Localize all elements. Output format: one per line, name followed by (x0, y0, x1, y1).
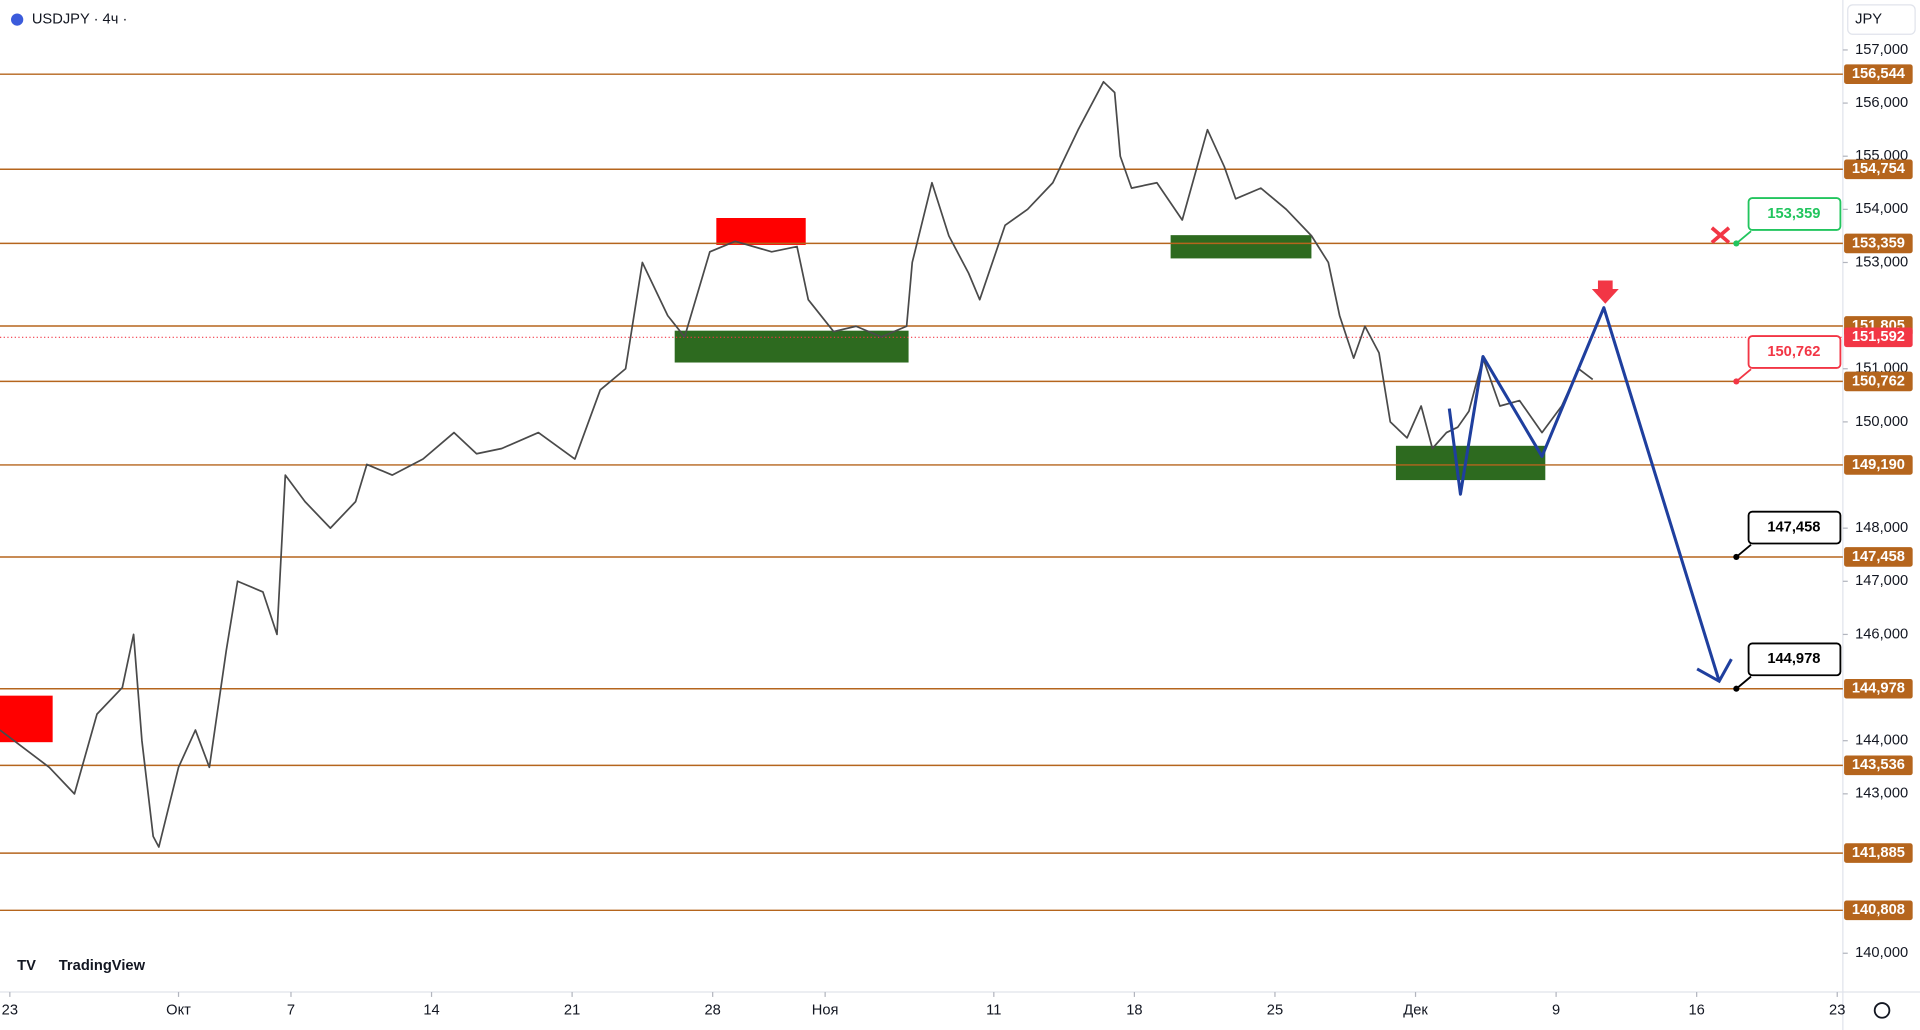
price-label-box (1844, 327, 1913, 348)
symbol-flag (11, 13, 24, 26)
settings-icon[interactable] (1873, 1002, 1891, 1019)
callout-label: 147,458 (1767, 519, 1820, 535)
x-tick-label: 23 (2, 1002, 18, 1018)
y-tick-label: 143,000 (1855, 786, 1908, 802)
y-tick-label: 156,000 (1855, 95, 1908, 111)
x-tick-label: 7 (287, 1002, 295, 1018)
price-label: 140,808 (1852, 902, 1905, 918)
y-tick-label: 146,000 (1855, 626, 1908, 642)
price-label: 144,978 (1852, 681, 1905, 697)
callout-label: 153,359 (1767, 206, 1820, 222)
price-label: 143,536 (1852, 757, 1905, 773)
price-label-box (1844, 547, 1913, 567)
x-tick-label: 11 (986, 1002, 1001, 1018)
y-tick-label: 148,000 (1855, 520, 1908, 536)
currency-button[interactable] (1847, 4, 1916, 35)
x-tick-label: 16 (1688, 1002, 1704, 1018)
callout-pointer (1735, 675, 1752, 690)
currency-label[interactable]: JPY (1855, 11, 1882, 27)
price-label-box (1844, 64, 1913, 84)
price-label-box (1844, 678, 1913, 699)
supply-zone (716, 218, 806, 245)
x-tick-label: 14 (423, 1002, 439, 1018)
price-label-box (1844, 900, 1913, 921)
callout-box (1747, 335, 1842, 369)
x-tick-label: Окт (166, 1002, 191, 1018)
cancel-mark (1710, 226, 1731, 244)
symbol-title: USDJPY · 4ч · (32, 11, 128, 27)
y-tick-label: 147,000 (1855, 573, 1908, 589)
callout-pointer (1735, 368, 1752, 383)
price-label-box (1844, 455, 1913, 475)
y-tick-label: 157,000 (1855, 42, 1908, 58)
brand-logo: TV (17, 958, 36, 974)
price-label: 150,762 (1852, 373, 1905, 389)
sell-arrow (1591, 280, 1619, 304)
demand-zone (1395, 445, 1546, 481)
callout-label: 150,762 (1767, 344, 1820, 360)
callout-box (1747, 197, 1842, 231)
price-label-box (1844, 755, 1913, 776)
forecast-path (1447, 306, 1721, 682)
x-tick-label: 21 (564, 1002, 580, 1018)
price-label-box (1844, 371, 1913, 392)
price-label: 154,754 (1852, 161, 1906, 177)
price-label-box (1844, 843, 1913, 863)
brand-name: TradingView (59, 958, 146, 974)
price-label: 149,190 (1852, 457, 1905, 473)
price-label-box (1844, 159, 1913, 180)
callout-pointer (1735, 230, 1752, 245)
y-tick-label: 154,000 (1855, 201, 1908, 217)
x-tick-label: 9 (1552, 1002, 1560, 1018)
price-label: 141,885 (1852, 845, 1905, 861)
demand-zone (1170, 235, 1312, 259)
price-label: 147,458 (1852, 549, 1905, 565)
y-tick-label: 150,000 (1855, 414, 1908, 430)
x-tick-label: 28 (705, 1002, 721, 1018)
demand-zone (674, 330, 909, 363)
y-tick-label: 144,000 (1855, 733, 1908, 749)
x-tick-label: 25 (1267, 1002, 1283, 1018)
y-tick-label: 153,000 (1855, 254, 1908, 270)
callout-box (1747, 642, 1842, 677)
callout-pointer (1735, 544, 1752, 558)
price-label: 153,359 (1852, 235, 1905, 251)
callout-box (1747, 510, 1842, 545)
callout-label: 144,978 (1767, 651, 1820, 667)
supply-zone (0, 695, 53, 743)
forecast-arrowhead (1696, 658, 1733, 684)
price-label: 156,544 (1852, 66, 1906, 82)
x-tick-label: Ноя (812, 1002, 839, 1018)
price-line (0, 80, 1594, 848)
x-tick-label: Дек (1403, 1002, 1428, 1018)
price-label-box (1844, 233, 1913, 254)
y-tick-label: 140,000 (1855, 945, 1908, 961)
x-tick-label: 18 (1126, 1002, 1142, 1018)
price-label: 151,592 (1852, 329, 1905, 345)
x-tick-label: 23 (1829, 1002, 1845, 1018)
